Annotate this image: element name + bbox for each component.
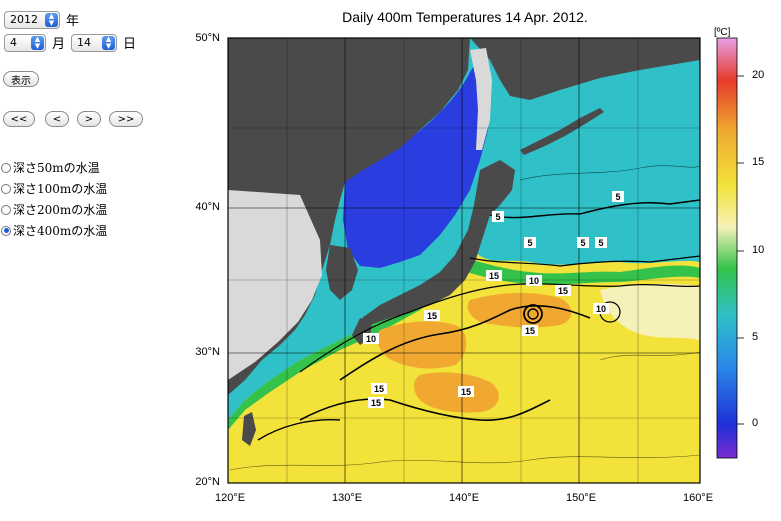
shelf-sakhalin bbox=[470, 48, 492, 150]
contour-label: 15 bbox=[371, 398, 381, 408]
ocean-pale-area bbox=[600, 283, 700, 340]
lat-label-30n: 30°N bbox=[195, 346, 220, 358]
select-arrows-icon: ▲ ▼ bbox=[102, 35, 116, 50]
contour-label: 15 bbox=[374, 384, 384, 394]
map-frame bbox=[227, 37, 701, 484]
select-arrows-icon: ▲ ▼ bbox=[31, 35, 44, 50]
depth-option-label: 深さ400mの水温 bbox=[13, 224, 108, 238]
land-kuril bbox=[520, 108, 604, 155]
year-value: 2012 bbox=[10, 13, 38, 26]
contour-label: 15 bbox=[461, 387, 471, 397]
contour-label: 5 bbox=[580, 238, 585, 248]
thermal-front bbox=[228, 255, 700, 430]
colorbar-ticks bbox=[737, 75, 744, 425]
warm-patch bbox=[414, 372, 499, 413]
contour-label: 5 bbox=[615, 192, 620, 202]
depth-option-label: 深さ100mの水温 bbox=[13, 182, 108, 196]
contour-label: 15 bbox=[427, 311, 437, 321]
next-day-button[interactable]: > bbox=[77, 111, 101, 127]
radio-button[interactable] bbox=[1, 183, 11, 194]
map-title: Daily 400m Temperatures 14 Apr. 2012. bbox=[342, 9, 588, 25]
month-select[interactable]: 4 ▲ ▼ bbox=[4, 33, 46, 52]
depth-option-50m[interactable]: 深さ50mの水温 bbox=[1, 159, 100, 176]
year-unit-label: 年 bbox=[66, 14, 80, 29]
contour-label: 15 bbox=[525, 326, 535, 336]
colorbar-tick-label: 15 bbox=[752, 156, 765, 168]
sea-of-japan-cold bbox=[343, 60, 490, 268]
colorbar-tick-label: 10 bbox=[752, 244, 765, 256]
map-grid bbox=[228, 38, 700, 483]
depth-option-label: 深さ50mの水温 bbox=[13, 161, 100, 175]
lon-label-130e: 130°E bbox=[331, 492, 363, 504]
shelf-yellow-sea bbox=[228, 190, 322, 380]
contour-label: 10 bbox=[366, 334, 376, 344]
land-japan bbox=[362, 160, 515, 325]
contour-label: 10 bbox=[529, 276, 539, 286]
colorbar-tick-label: 0 bbox=[752, 417, 759, 429]
day-value: 14 bbox=[77, 36, 92, 49]
contour-label: 5 bbox=[598, 238, 603, 248]
land-korea bbox=[326, 245, 358, 300]
depth-option-100m[interactable]: 深さ100mの水温 bbox=[1, 180, 107, 197]
colorbar-unit: [ºC] bbox=[714, 27, 731, 38]
day-unit-label: 日 bbox=[123, 37, 137, 52]
select-arrows-icon: ▲ ▼ bbox=[45, 12, 58, 27]
contour-label: 15 bbox=[489, 271, 499, 281]
lon-label-160e: 160°E bbox=[682, 492, 714, 504]
land-north bbox=[470, 38, 700, 100]
lat-label-40n: 40°N bbox=[195, 201, 220, 213]
depth-option-400m[interactable]: 深さ400mの水温 bbox=[1, 222, 107, 239]
colorbar-tick-label: 20 bbox=[752, 69, 765, 81]
month-unit-label: 月 bbox=[52, 37, 66, 52]
contour-label: 10 bbox=[596, 304, 606, 314]
last-day-button[interactable]: >> bbox=[109, 111, 143, 127]
lat-label-20n: 20°N bbox=[195, 476, 220, 488]
contour-lines bbox=[229, 165, 700, 471]
radio-button[interactable] bbox=[1, 162, 11, 173]
day-select[interactable]: 14 ▲ ▼ bbox=[71, 33, 118, 52]
contour-label-group: 5 5 5 5 5 10 10 10 15 15 15 15 15 15 15 bbox=[363, 191, 624, 408]
lon-label-140e: 140°E bbox=[448, 492, 480, 504]
show-button[interactable]: 表示 bbox=[3, 71, 39, 87]
month-value: 4 bbox=[10, 36, 17, 49]
lat-label-50n: 50°N bbox=[195, 32, 220, 44]
contour-label: 5 bbox=[527, 238, 532, 248]
land-taiwan bbox=[242, 412, 256, 446]
contour-label: 15 bbox=[558, 286, 568, 296]
year-row: 2012 ▲ ▼ 年 bbox=[4, 10, 85, 29]
radio-button[interactable] bbox=[1, 204, 11, 215]
month-day-row: 4 ▲ ▼ 月 14 ▲ ▼ 日 bbox=[4, 33, 142, 52]
lon-label-120e: 120°E bbox=[214, 492, 246, 504]
prev-day-button[interactable]: < bbox=[45, 111, 69, 127]
colorbar-tick-label: 5 bbox=[752, 331, 759, 343]
contour-label: 5 bbox=[495, 212, 500, 222]
year-select[interactable]: 2012 ▲ ▼ bbox=[4, 10, 60, 29]
colorbar bbox=[716, 37, 738, 459]
depth-option-label: 深さ200mの水温 bbox=[13, 203, 108, 217]
first-day-button[interactable]: << bbox=[3, 111, 35, 127]
radio-button-selected[interactable] bbox=[1, 225, 11, 236]
depth-option-200m[interactable]: 深さ200mの水温 bbox=[1, 201, 107, 218]
lon-label-150e: 150°E bbox=[565, 492, 597, 504]
